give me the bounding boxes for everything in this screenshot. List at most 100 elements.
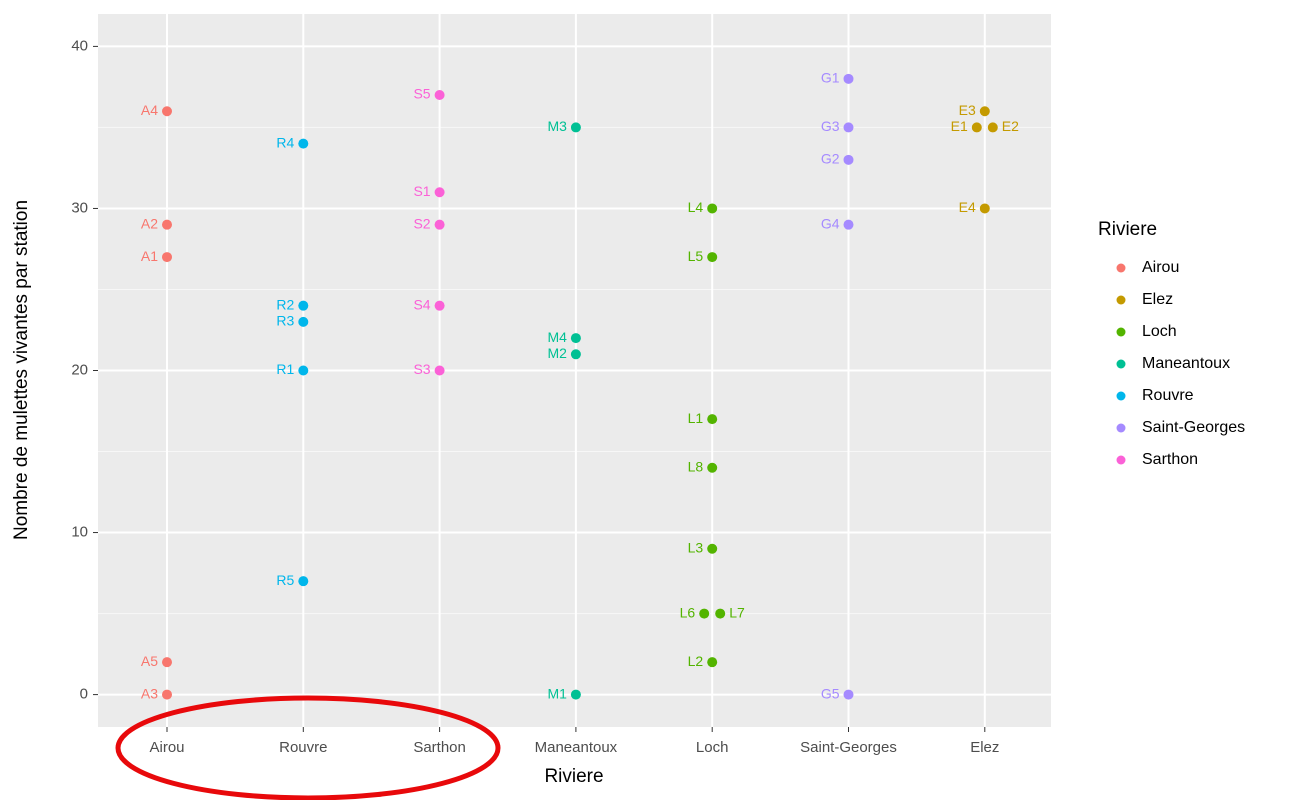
grid: 0 10 20 30 40 Airou Rouvre Sarthon Maneantoux Loc… xyxy=(71,14,1051,756)
point xyxy=(298,576,309,587)
y-tick-label: 0 xyxy=(80,686,88,703)
x-tick-label: Loch xyxy=(696,739,729,756)
point-label: A1 xyxy=(141,248,158,264)
point xyxy=(570,349,581,360)
x-axis-title: Riviere xyxy=(544,766,603,787)
point-label: A4 xyxy=(141,102,158,118)
point-label: E2 xyxy=(1002,118,1019,134)
point-label: S1 xyxy=(413,183,430,199)
point-label: L8 xyxy=(688,458,704,474)
point-label: L7 xyxy=(729,604,745,620)
point xyxy=(434,300,445,311)
legend-label: Elez xyxy=(1142,291,1173,308)
legend-swatch xyxy=(1116,423,1126,433)
marks: A1 A2 A3 A4 A5 Airou E1 E2 E3 E4 Elez L1 L2 L3 L4 L5 L6 L… xyxy=(141,70,1245,702)
point xyxy=(162,657,172,668)
point-label: E4 xyxy=(959,199,976,215)
point-label: R1 xyxy=(276,361,294,377)
point-label: L2 xyxy=(688,653,704,669)
point-label: S5 xyxy=(413,86,430,102)
legend-swatch xyxy=(1116,455,1126,465)
point xyxy=(843,73,854,84)
x-tick-label: Rouvre xyxy=(279,739,327,756)
point xyxy=(715,608,726,619)
point xyxy=(987,122,998,133)
point-label: G3 xyxy=(821,118,840,134)
point xyxy=(843,689,854,700)
point-label: R3 xyxy=(276,313,294,329)
point xyxy=(298,300,309,311)
point xyxy=(162,106,172,117)
legend-swatch xyxy=(1116,327,1126,337)
point xyxy=(971,122,982,133)
point xyxy=(434,90,445,101)
y-tick-label: 30 xyxy=(71,199,88,216)
y-tick-label: 20 xyxy=(71,361,88,378)
point-label: L3 xyxy=(688,539,704,555)
point xyxy=(162,219,172,230)
point-label: S2 xyxy=(413,215,430,231)
point-label: G1 xyxy=(821,70,840,86)
y-axis-title: Nombre de mulettes vivantes par station xyxy=(11,200,32,540)
point-label: A5 xyxy=(141,653,158,669)
point xyxy=(843,219,854,230)
point xyxy=(843,122,854,133)
legend-title: Riviere xyxy=(1098,219,1157,240)
point xyxy=(707,543,718,554)
point-label: M3 xyxy=(547,118,567,134)
point xyxy=(298,365,309,376)
point xyxy=(162,689,172,700)
point xyxy=(707,203,718,214)
legend-label: Saint-Georges xyxy=(1142,419,1245,436)
point xyxy=(434,365,445,376)
legend-label: Sarthon xyxy=(1142,451,1198,468)
point-label: A2 xyxy=(141,215,158,231)
point xyxy=(162,252,172,263)
point xyxy=(707,657,718,668)
legend-swatch xyxy=(1116,359,1126,369)
point-label: G2 xyxy=(821,151,840,167)
x-tick-label: Saint-Georges xyxy=(800,739,897,756)
point xyxy=(570,122,581,133)
point xyxy=(570,689,581,700)
x-tick-label: Elez xyxy=(970,739,999,756)
point-label: L1 xyxy=(688,410,704,426)
point xyxy=(570,333,581,344)
point-label: M1 xyxy=(547,685,567,701)
point xyxy=(707,414,718,425)
point-label: R2 xyxy=(276,296,294,312)
x-tick-label: Maneantoux xyxy=(535,739,618,756)
point-label: E1 xyxy=(951,118,968,134)
point xyxy=(979,106,990,117)
point-label: S3 xyxy=(413,361,430,377)
point-label: R5 xyxy=(276,572,294,588)
point xyxy=(707,462,718,473)
point-label: E3 xyxy=(959,102,976,118)
point xyxy=(434,219,445,230)
point-label: G4 xyxy=(821,215,840,231)
legend-label: Loch xyxy=(1142,323,1177,340)
highlight-ellipse xyxy=(115,695,501,800)
y-tick-label: 40 xyxy=(71,37,88,54)
point xyxy=(298,316,309,327)
point xyxy=(979,203,990,214)
point-label: G5 xyxy=(821,685,840,701)
point-label: L4 xyxy=(688,199,704,215)
point xyxy=(298,138,309,149)
point-label: M4 xyxy=(547,329,567,345)
point-label: R4 xyxy=(276,134,294,150)
x-tick-label: Sarthon xyxy=(413,739,466,756)
legend-swatch xyxy=(1116,391,1126,401)
legend-swatch xyxy=(1116,295,1126,305)
point-label: L5 xyxy=(688,248,704,264)
point-label: L6 xyxy=(680,604,696,620)
legend-label: Rouvre xyxy=(1142,387,1194,404)
point xyxy=(434,187,445,198)
y-tick-label: 10 xyxy=(71,524,88,541)
point xyxy=(843,154,854,165)
point-label: M2 xyxy=(547,345,567,361)
x-tick-label: Airou xyxy=(149,739,184,756)
point-label: A3 xyxy=(141,685,158,701)
legend-swatch xyxy=(1116,263,1126,273)
